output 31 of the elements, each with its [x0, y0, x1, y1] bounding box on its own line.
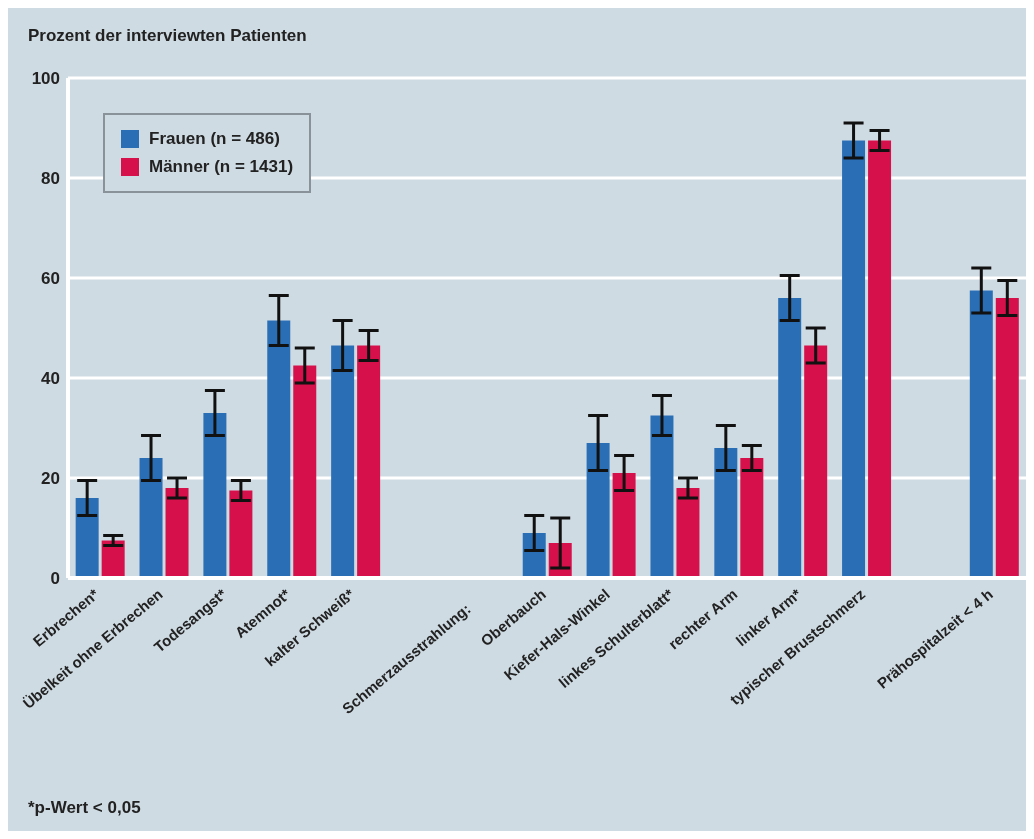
y-tick-label: 60	[41, 269, 60, 289]
bar	[676, 488, 700, 578]
y-tick-label: 80	[41, 169, 60, 189]
bar	[357, 345, 381, 578]
bar	[842, 140, 866, 578]
y-tick-label: 100	[31, 69, 60, 89]
bar	[293, 365, 317, 578]
bar	[969, 290, 993, 578]
bar	[612, 473, 636, 578]
y-tick-label: 20	[41, 469, 60, 489]
bar	[740, 458, 764, 578]
y-tick-label: 40	[41, 369, 60, 389]
y-axis-title: Prozent der interviewten Patienten	[28, 26, 307, 46]
bar	[267, 320, 291, 578]
text: *p-Wert < 0,05	[28, 798, 141, 818]
bar	[804, 345, 828, 578]
bar	[75, 498, 99, 578]
bar	[778, 298, 802, 578]
legend-label: Frauen (n = 486)	[149, 128, 280, 150]
bar	[229, 490, 253, 578]
y-tick-label: 0	[50, 569, 60, 589]
bar	[714, 448, 738, 578]
bar	[868, 140, 892, 578]
bar	[203, 413, 227, 578]
bar	[650, 415, 674, 578]
legend-label: Männer (n = 1431)	[149, 156, 294, 178]
bar	[331, 345, 355, 578]
bar	[586, 443, 610, 578]
bar	[165, 488, 189, 578]
bar	[139, 458, 163, 578]
bar	[995, 298, 1019, 578]
